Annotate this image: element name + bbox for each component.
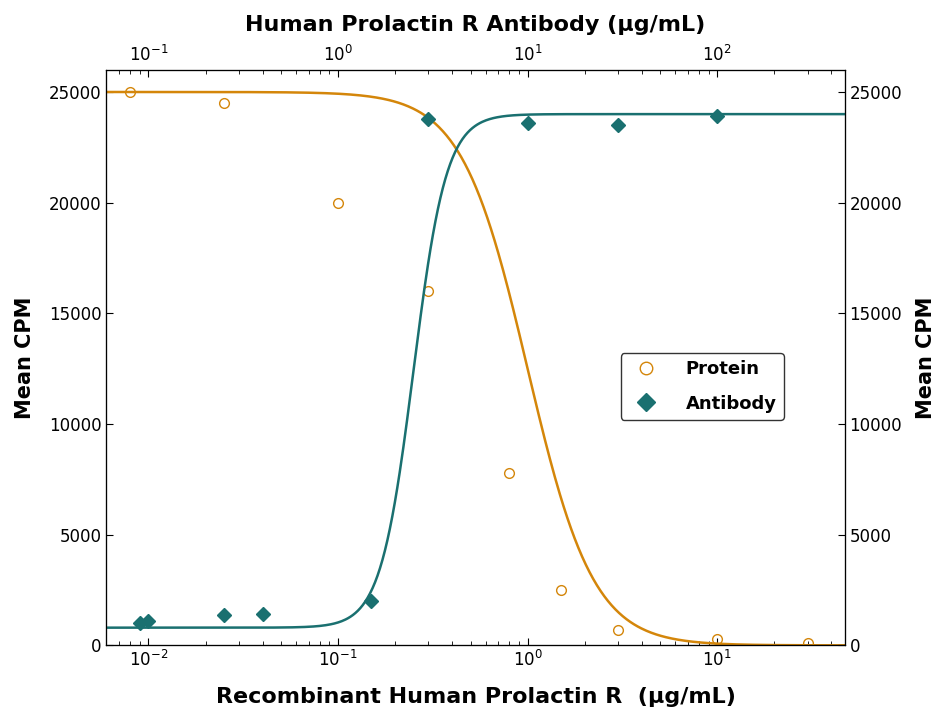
Legend: Protein, Antibody: Protein, Antibody — [621, 353, 784, 419]
X-axis label: Human Prolactin R Antibody (μg/mL): Human Prolactin R Antibody (μg/mL) — [245, 15, 706, 35]
Y-axis label: Mean CPM: Mean CPM — [916, 297, 936, 419]
Y-axis label: Mean CPM: Mean CPM — [15, 297, 35, 419]
X-axis label: Recombinant Human Prolactin R  (μg/mL): Recombinant Human Prolactin R (μg/mL) — [216, 687, 735, 707]
